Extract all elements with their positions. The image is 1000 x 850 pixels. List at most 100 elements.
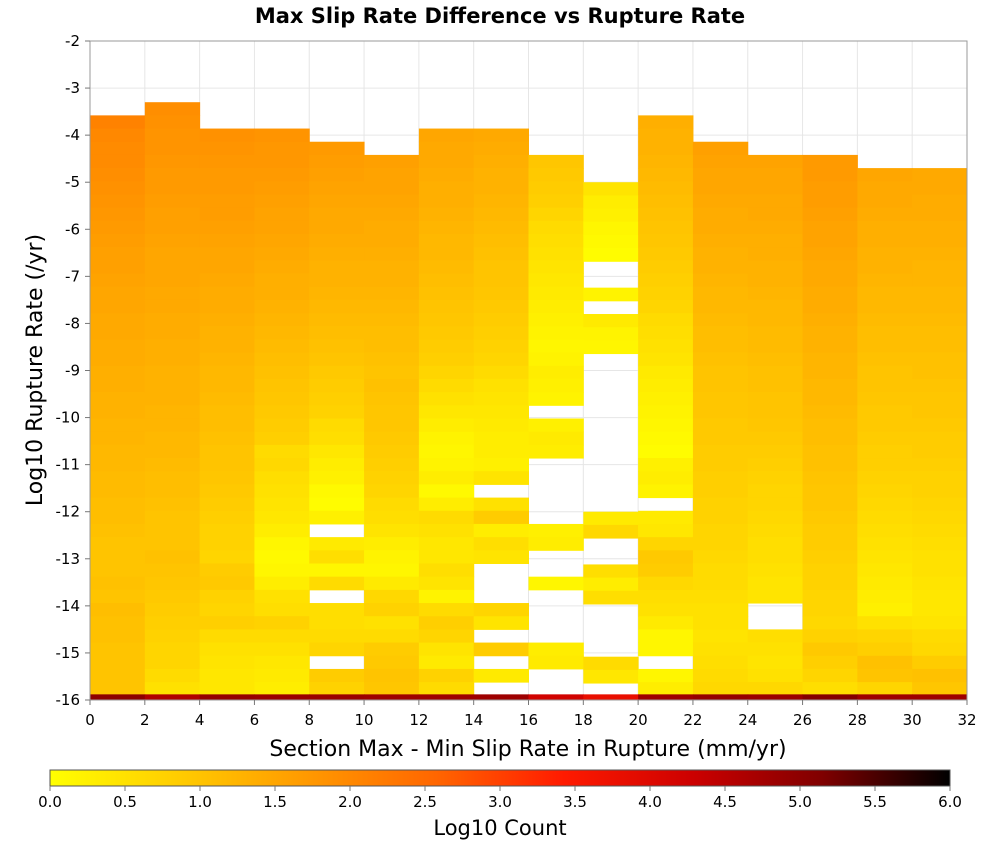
x-tick-label: 30 bbox=[903, 711, 922, 729]
heatmap-cell bbox=[144, 616, 201, 630]
heatmap-cell bbox=[90, 181, 146, 195]
heatmap-cell bbox=[309, 497, 365, 512]
heatmap-cell bbox=[418, 589, 475, 604]
heatmap-cell bbox=[364, 642, 420, 657]
heatmap-cell bbox=[364, 273, 420, 288]
heatmap-cell bbox=[254, 378, 310, 393]
heatmap-cell bbox=[90, 154, 146, 169]
heatmap-cell bbox=[364, 326, 420, 340]
heatmap-cell bbox=[638, 207, 694, 222]
heatmap-cell bbox=[857, 233, 913, 248]
heatmap-cell bbox=[692, 326, 749, 340]
heatmap-cell bbox=[473, 405, 529, 420]
heatmap-cell bbox=[254, 181, 310, 195]
heatmap-cell bbox=[747, 339, 804, 354]
heatmap-cell bbox=[583, 340, 639, 355]
heatmap-cell bbox=[638, 563, 694, 578]
heatmap-cell bbox=[802, 247, 858, 261]
heatmap-cell bbox=[364, 510, 420, 525]
heatmap-cell bbox=[802, 378, 858, 393]
heatmap-cell bbox=[747, 194, 804, 209]
heatmap-cell bbox=[528, 576, 584, 591]
heatmap-cell bbox=[144, 471, 201, 485]
heatmap-cell bbox=[473, 392, 529, 406]
y-tick-label: -13 bbox=[56, 550, 81, 568]
heatmap-cell bbox=[692, 260, 749, 275]
x-tick-label: 22 bbox=[683, 711, 702, 729]
heatmap-cell bbox=[747, 233, 804, 248]
heatmap-cell bbox=[309, 154, 365, 169]
heatmap-cell bbox=[857, 642, 913, 657]
heatmap-cell bbox=[473, 365, 529, 380]
heatmap-cell bbox=[418, 273, 475, 288]
heatmap-cell bbox=[418, 339, 475, 354]
heatmap-cell bbox=[638, 141, 694, 156]
heatmap-cell bbox=[418, 247, 475, 261]
heatmap-cell bbox=[638, 115, 694, 130]
heatmap-cell bbox=[309, 313, 365, 327]
heatmap-cell bbox=[144, 339, 201, 354]
heatmap-cell bbox=[802, 682, 858, 695]
heatmap-cell bbox=[802, 655, 858, 670]
x-axis-label: Section Max - Min Slip Rate in Rupture (… bbox=[269, 737, 786, 762]
heatmap-cell bbox=[144, 458, 201, 472]
heatmap-cell bbox=[199, 260, 255, 275]
heatmap-cell bbox=[692, 682, 749, 695]
heatmap-cell bbox=[747, 642, 804, 657]
heatmap-cell bbox=[638, 418, 694, 433]
heatmap-cell bbox=[90, 247, 146, 261]
x-tick-label: 18 bbox=[574, 711, 593, 729]
heatmap-cell bbox=[254, 392, 310, 406]
heatmap-cell bbox=[857, 510, 913, 525]
heatmap-cell bbox=[309, 247, 365, 261]
heatmap-cell bbox=[418, 537, 475, 551]
heatmap-cell bbox=[857, 668, 913, 683]
heatmap-cell bbox=[747, 576, 804, 591]
heatmap-cell bbox=[583, 524, 639, 539]
heatmap-cell bbox=[912, 694, 968, 700]
heatmap-cell bbox=[309, 233, 365, 248]
heatmap-cell bbox=[199, 589, 255, 604]
heatmap-cell bbox=[912, 365, 968, 380]
heatmap-cell bbox=[857, 655, 913, 670]
x-tick-label: 14 bbox=[464, 711, 483, 729]
heatmap-cell bbox=[473, 168, 529, 182]
heatmap-cell bbox=[144, 642, 201, 657]
heatmap-cell bbox=[747, 352, 804, 367]
heatmap-cell bbox=[802, 510, 858, 525]
heatmap-cell bbox=[802, 154, 858, 169]
heatmap-cell bbox=[528, 220, 584, 235]
heatmap-cell bbox=[857, 616, 913, 630]
heatmap-cell bbox=[802, 233, 858, 248]
heatmap-cell bbox=[418, 378, 475, 393]
heatmap-cell bbox=[857, 484, 913, 499]
heatmap-cell bbox=[747, 392, 804, 406]
heatmap-cell bbox=[638, 576, 694, 591]
heatmap-cell bbox=[638, 550, 694, 564]
heatmap-cell bbox=[473, 247, 529, 261]
heatmap-cell bbox=[473, 286, 529, 301]
heatmap-cell bbox=[199, 576, 255, 591]
heatmap-cell bbox=[692, 233, 749, 248]
heatmap-cell bbox=[199, 128, 255, 143]
heatmap-cell bbox=[473, 339, 529, 354]
heatmap-cell bbox=[638, 444, 694, 459]
heatmap-cell bbox=[912, 458, 968, 472]
heatmap-cell bbox=[364, 616, 420, 630]
heatmap-cell bbox=[692, 299, 749, 314]
heatmap-cell bbox=[418, 629, 475, 644]
heatmap-cell bbox=[638, 603, 694, 617]
heatmap-cell bbox=[364, 313, 420, 327]
heatmap-cell bbox=[473, 603, 529, 617]
heatmap-cell bbox=[199, 181, 255, 195]
heatmap-cell bbox=[199, 326, 255, 340]
heatmap-cell bbox=[90, 655, 146, 670]
heatmap-cell bbox=[638, 523, 694, 538]
heatmap-cell bbox=[747, 247, 804, 261]
heatmap-cell bbox=[90, 603, 146, 617]
heatmap-cell bbox=[364, 405, 420, 420]
heatmap-cell bbox=[254, 260, 310, 275]
heatmap-cell bbox=[199, 299, 255, 314]
heatmap-cell bbox=[144, 260, 201, 275]
heatmap-cell bbox=[638, 273, 694, 288]
